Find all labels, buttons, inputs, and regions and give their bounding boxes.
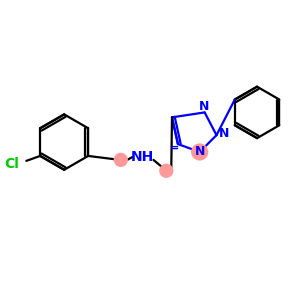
Circle shape xyxy=(114,154,127,166)
Text: N: N xyxy=(199,100,209,113)
Text: Cl: Cl xyxy=(4,157,20,171)
Text: =: = xyxy=(170,143,180,153)
Circle shape xyxy=(192,144,208,160)
Circle shape xyxy=(160,164,173,177)
Text: NH: NH xyxy=(131,150,154,164)
Text: N: N xyxy=(218,127,229,140)
Text: N: N xyxy=(194,146,205,158)
